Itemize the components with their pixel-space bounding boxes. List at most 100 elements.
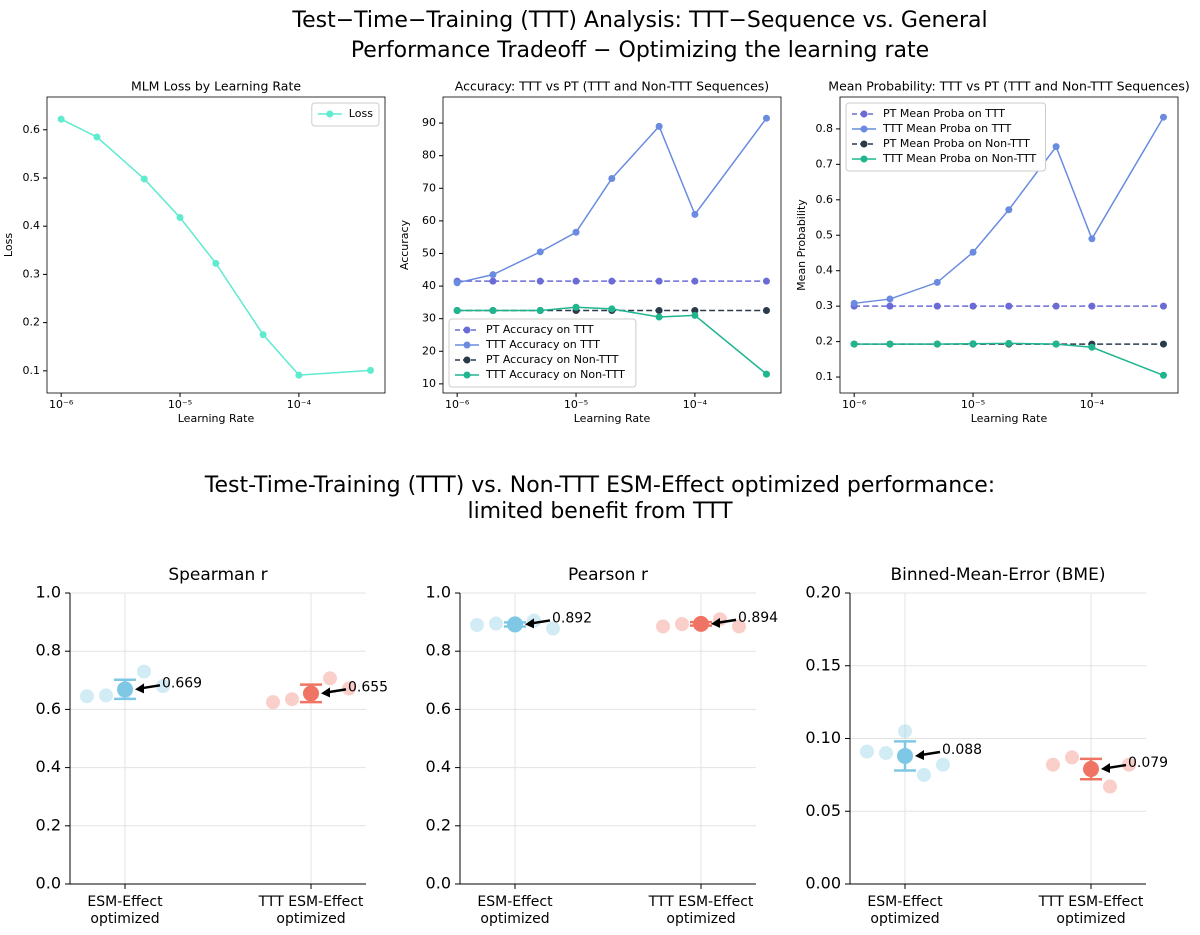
y-tick-label: 0.8 (816, 122, 834, 135)
x-tick-label: optimized (480, 911, 549, 927)
y-tick-label: 0.4 (816, 264, 834, 277)
x-tick-label: 10⁻⁴ (1080, 398, 1105, 411)
y-tick-label: 0.2 (816, 335, 834, 348)
run-point (99, 688, 113, 703)
annotation-arrowhead (525, 618, 534, 629)
run-point (80, 689, 94, 704)
x-tick-label: 10⁻⁴ (683, 398, 708, 411)
point (489, 307, 497, 315)
annotation-arrowhead (1101, 763, 1110, 774)
mean-point (693, 615, 709, 632)
mean-point (1083, 761, 1099, 778)
x-tick-label: 10⁻⁵ (168, 398, 192, 411)
point (933, 302, 941, 310)
x-tick-label: optimized (870, 911, 939, 927)
y-tick-label: 1.0 (36, 583, 61, 602)
legend-label: PT Mean Proba on Non-TTT (883, 137, 1030, 150)
point (1052, 340, 1060, 348)
point (608, 174, 616, 182)
y-tick-label: 0.5 (23, 171, 41, 184)
point (259, 331, 267, 339)
annotation-label: 0.079 (1128, 755, 1168, 771)
point (1159, 371, 1167, 379)
point (850, 299, 858, 307)
run-point (489, 616, 503, 631)
legend-label: TTT Accuracy on Non-TTT (485, 368, 625, 381)
point (608, 305, 616, 313)
point (691, 210, 699, 218)
y-tick-label: 20 (422, 344, 436, 357)
legend-label: PT Accuracy on TTT (486, 323, 594, 336)
point (536, 277, 544, 285)
x-axis-label: Learning Rate (178, 412, 255, 425)
run-point (342, 681, 356, 696)
y-tick-label: 0.6 (36, 699, 61, 718)
legend-box (311, 102, 380, 127)
annotation-arrowhead (135, 683, 144, 694)
point (1159, 113, 1167, 121)
point (933, 340, 941, 348)
run-point (546, 621, 560, 636)
point (140, 175, 148, 183)
point (536, 307, 544, 315)
plot-frame (839, 96, 1179, 394)
point (691, 311, 699, 319)
x-tick-label: optimized (276, 911, 345, 927)
legend-box (845, 102, 1046, 172)
point (572, 277, 580, 285)
y-tick-label: 70 (422, 181, 436, 194)
point (176, 214, 184, 222)
run-point (675, 617, 689, 632)
y-tick-label: 0.8 (426, 641, 451, 660)
y-tick-label: 0.3 (816, 299, 834, 312)
run-point (156, 679, 170, 694)
run-point (323, 671, 337, 686)
x-tick-label: 10⁻⁴ (287, 398, 312, 411)
y-tick-label: 0.6 (426, 699, 451, 718)
y-tick-label: 0.1 (23, 364, 41, 377)
plot-frame (442, 96, 782, 394)
x-tick-label: TTT ESM-Effect (1038, 894, 1144, 910)
y-tick-label: 60 (422, 214, 436, 227)
point (933, 278, 941, 286)
point (57, 115, 65, 123)
y-tick-label: 0.2 (426, 815, 451, 834)
y-tick-label: 0.6 (816, 193, 834, 206)
x-tick-label: ESM-Effect (87, 894, 163, 910)
y-axis-label: Loss (2, 233, 15, 257)
point (886, 340, 894, 348)
point (1005, 206, 1013, 214)
point (1159, 340, 1167, 348)
y-tick-label: 0.8 (36, 641, 61, 660)
legend-marker (860, 125, 868, 133)
y-tick-label: 0.1 (816, 370, 834, 383)
y-tick-label: 0.0 (36, 874, 61, 893)
y-tick-label: 0.4 (23, 219, 41, 232)
y-tick-label: 0.00 (805, 874, 841, 893)
figure-title: limited benefit from TTT (467, 499, 733, 524)
run-point (656, 619, 670, 634)
point (850, 340, 858, 348)
y-tick-label: 0.2 (36, 815, 61, 834)
point (366, 366, 374, 374)
chart-title: Accuracy: TTT vs PT (TTT and Non-TTT Seq… (455, 79, 769, 94)
y-tick-label: 50 (422, 246, 436, 259)
run-point (137, 664, 151, 679)
legend-marker (463, 356, 471, 364)
annotation-label: 0.088 (942, 742, 982, 758)
y-tick-label: 0.05 (805, 801, 841, 820)
x-tick-label: ESM-Effect (867, 894, 943, 910)
point (572, 303, 580, 311)
run-point (898, 724, 912, 739)
run-point (936, 757, 950, 772)
annotation-arrow (920, 750, 941, 757)
mean-point (507, 616, 523, 633)
legend-marker (860, 140, 868, 148)
run-point (1122, 757, 1136, 772)
point (655, 313, 663, 321)
point (762, 114, 770, 122)
point (1088, 235, 1096, 243)
point (655, 122, 663, 130)
run-point (266, 695, 280, 710)
